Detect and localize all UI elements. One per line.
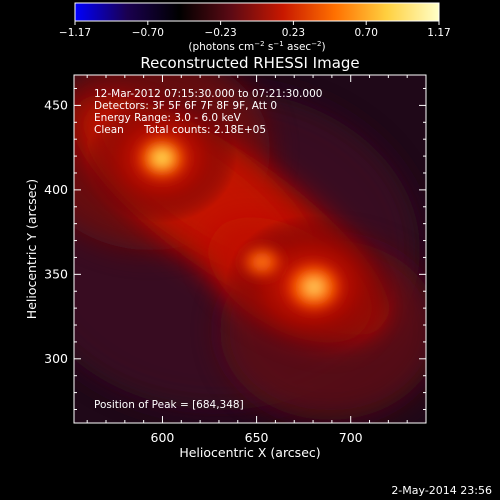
colorbar-ticks: [74, 21, 440, 25]
annotation-detectors: Detectors: 3F 5F 6F 7F 8F 9F, Att 0: [94, 100, 277, 112]
y-axis-tick-labels: 300 350 400 450: [44, 97, 68, 365]
x-tick-label: 600: [151, 430, 175, 445]
flare-source-north: [132, 132, 192, 184]
annotation-method: Clean: [94, 124, 124, 136]
y-tick-label: 350: [44, 266, 68, 281]
rhessi-image: 12-Mar-2012 07:15:30.000 to 07:21:30.000…: [74, 75, 426, 423]
y-axis-label: Heliocentric Y (arcsec): [24, 179, 39, 319]
annotation-peak-position: Position of Peak = [684,348]: [94, 399, 244, 411]
colorbar-tick-label: 0.23: [282, 27, 305, 39]
flare-source-peak: [282, 259, 346, 315]
plot-frame: [73, 74, 427, 424]
colorbar-units: (photons cm−2 s−1 asec−2): [188, 40, 325, 53]
y-axis-ticks: [74, 88, 426, 410]
colorbar-tick-label: 1.17: [427, 27, 450, 39]
plot-date-stamp: 2-May-2014 23:56: [391, 484, 492, 497]
annotation-total-counts: Total counts: 2.18E+05: [143, 124, 266, 136]
colorbar-tick-label: −0.70: [132, 27, 164, 39]
y-tick-label: 450: [44, 97, 68, 112]
x-tick-label: 700: [339, 430, 363, 445]
colorbar: −1.17 −0.70 −0.23 0.23 0.70 1.17 (photons cm−…: [59, 2, 451, 53]
x-tick-label: 650: [245, 430, 269, 445]
x-axis-tick-labels: 600 650 700: [151, 430, 363, 445]
plot-title: Reconstructed RHESSI Image: [140, 54, 359, 72]
x-axis-label: Heliocentric X (arcsec): [179, 445, 320, 460]
colorbar-tick-labels: −1.17 −0.70 −0.23 0.23 0.70 1.17: [59, 27, 451, 39]
y-tick-label: 300: [44, 351, 68, 366]
colorbar-tick-label: −1.17: [59, 27, 91, 39]
y-tick-label: 400: [44, 182, 68, 197]
annotation-energy: Energy Range: 3.0 - 6.0 keV: [94, 112, 242, 124]
flare-source-middle: [236, 242, 288, 282]
colorbar-tick-label: 0.70: [355, 27, 378, 39]
x-axis-ticks: [86, 75, 427, 423]
colorbar-tick-label: −0.23: [205, 27, 237, 39]
colorbar-gradient: [74, 2, 440, 22]
annotation-time-range: 12-Mar-2012 07:15:30.000 to 07:21:30.000: [94, 88, 322, 100]
